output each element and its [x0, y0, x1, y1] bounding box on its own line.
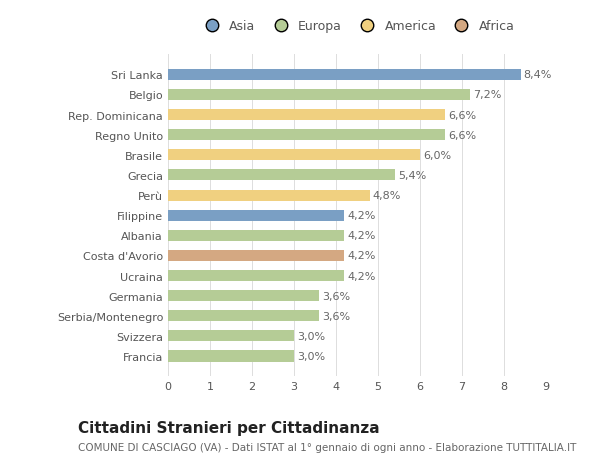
Text: 7,2%: 7,2% — [473, 90, 502, 100]
Bar — [168, 330, 294, 341]
Legend: Asia, Europa, America, Africa: Asia, Europa, America, Africa — [196, 17, 518, 37]
Text: 3,6%: 3,6% — [322, 291, 350, 301]
Text: 4,2%: 4,2% — [347, 271, 376, 281]
Bar — [168, 150, 420, 161]
Text: 4,2%: 4,2% — [347, 251, 376, 261]
Bar — [168, 130, 445, 141]
Text: 4,2%: 4,2% — [347, 231, 376, 241]
Bar — [168, 270, 344, 281]
Bar — [168, 291, 319, 302]
Bar — [168, 110, 445, 121]
Bar — [168, 190, 370, 201]
Bar — [168, 70, 521, 81]
Text: COMUNE DI CASCIAGO (VA) - Dati ISTAT al 1° gennaio di ogni anno - Elaborazione T: COMUNE DI CASCIAGO (VA) - Dati ISTAT al … — [78, 442, 577, 452]
Text: 6,0%: 6,0% — [423, 151, 451, 161]
Text: 6,6%: 6,6% — [448, 110, 476, 120]
Bar — [168, 230, 344, 241]
Text: 3,6%: 3,6% — [322, 311, 350, 321]
Bar — [168, 170, 395, 181]
Bar — [168, 351, 294, 362]
Text: 3,0%: 3,0% — [297, 331, 325, 341]
Bar — [168, 250, 344, 262]
Bar — [168, 311, 319, 322]
Text: 6,6%: 6,6% — [448, 130, 476, 140]
Text: 4,8%: 4,8% — [373, 190, 401, 201]
Text: 8,4%: 8,4% — [524, 70, 552, 80]
Text: 3,0%: 3,0% — [297, 351, 325, 361]
Text: 4,2%: 4,2% — [347, 211, 376, 221]
Bar — [168, 210, 344, 221]
Text: Cittadini Stranieri per Cittadinanza: Cittadini Stranieri per Cittadinanza — [78, 420, 380, 435]
Text: 5,4%: 5,4% — [398, 171, 426, 180]
Bar — [168, 90, 470, 101]
